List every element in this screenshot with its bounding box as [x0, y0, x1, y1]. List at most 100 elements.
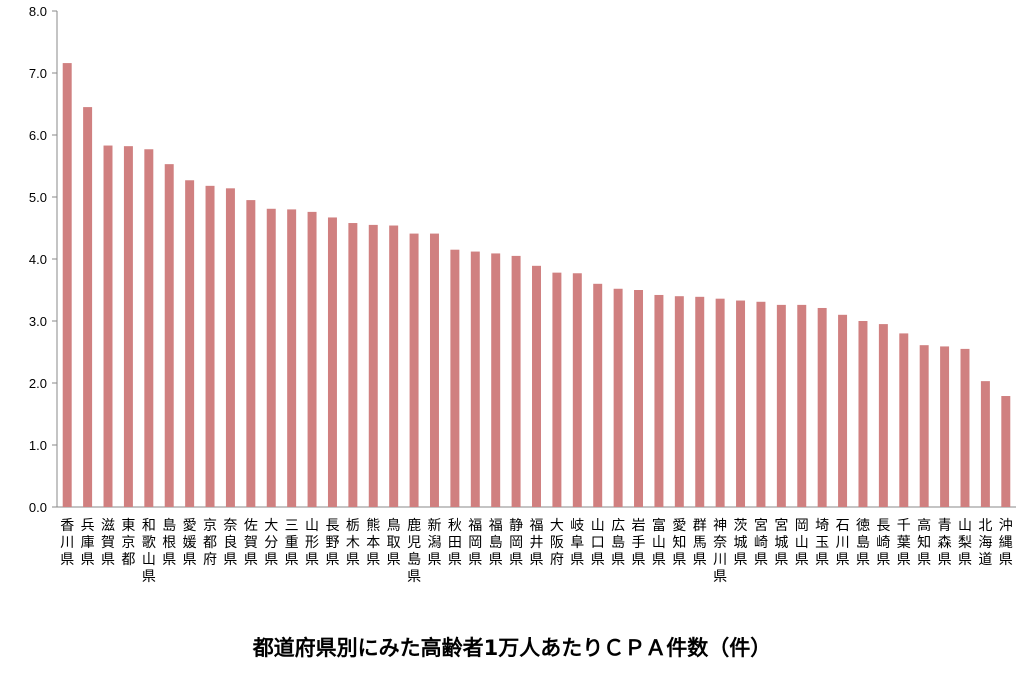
bar — [572, 273, 582, 507]
bar — [715, 298, 725, 507]
y-tick-label: 8.0 — [29, 4, 47, 19]
x-tick-label: 青森県 — [938, 518, 952, 568]
x-tick-label: 宮城県 — [774, 518, 788, 568]
x-tick-label: 茨城県 — [734, 518, 748, 568]
bar — [654, 294, 664, 507]
y-tick-label: 1.0 — [29, 438, 47, 453]
bar — [389, 225, 399, 507]
x-tick-label: 島根県 — [162, 518, 176, 568]
x-tick-label: 富山県 — [652, 517, 666, 568]
bar — [103, 145, 113, 508]
bar — [327, 217, 337, 507]
x-tick-label: 山梨県 — [958, 518, 972, 568]
x-tick-label: 静岡県 — [509, 518, 523, 568]
bar — [919, 345, 929, 507]
x-tick-label: 秋田県 — [448, 518, 462, 568]
x-tick-label: 神奈川県 — [713, 518, 727, 585]
bar — [776, 304, 786, 507]
bar — [164, 164, 174, 507]
bar — [858, 321, 868, 507]
bar — [674, 296, 684, 507]
bar — [62, 63, 72, 508]
x-tick-label: 岐阜県 — [570, 518, 584, 568]
bar — [817, 307, 827, 507]
bar — [634, 290, 644, 507]
x-tick-label: 東京都 — [121, 518, 135, 568]
bar — [409, 233, 419, 507]
x-tick-label: 大阪府 — [550, 518, 564, 568]
x-tick-label: 和歌山県 — [142, 518, 156, 585]
bars — [62, 63, 1011, 508]
x-tick-label: 奈良県 — [223, 518, 237, 568]
y-axis: 0.0 1.0 2.0 3.0 4.0 5.0 6.0 7.0 8.0 — [29, 4, 1016, 515]
bar — [511, 255, 521, 507]
x-tick-label: 山形県 — [305, 518, 319, 568]
x-tick-label: 鳥取県 — [387, 518, 401, 568]
y-tick-label: 6.0 — [29, 128, 47, 143]
x-tick-label: 徳島県 — [856, 518, 870, 568]
bar — [225, 188, 235, 507]
x-tick-label: 福岡県 — [468, 518, 482, 568]
x-tick-label: 宮崎県 — [754, 518, 768, 568]
x-tick-label: 兵庫県 — [81, 518, 95, 568]
x-tick-label: 新潟県 — [427, 518, 441, 568]
bar — [348, 223, 358, 508]
bar — [368, 224, 378, 507]
bar — [736, 300, 746, 507]
bar — [429, 233, 439, 507]
x-tick-label: 香川県 — [60, 518, 74, 568]
x-tick-label: 愛知県 — [672, 518, 686, 568]
bar — [491, 253, 501, 507]
bar — [756, 301, 766, 507]
x-tick-label: 北海道 — [978, 518, 992, 568]
bar — [1001, 396, 1011, 507]
x-axis-labels: 香川県兵庫県滋賀県東京都和歌山県島根県愛媛県京都府奈良県佐賀県大分県三重県山形県… — [60, 517, 1013, 585]
x-tick-label: 長野県 — [325, 518, 339, 568]
x-tick-label: 沖縄県 — [999, 518, 1013, 568]
bar — [144, 149, 154, 507]
y-tick-label: 2.0 — [29, 376, 47, 391]
x-tick-label: 大分県 — [264, 518, 278, 568]
x-tick-label: 広島県 — [611, 518, 625, 568]
bar — [980, 381, 990, 507]
bar — [185, 180, 195, 507]
x-tick-label: 滋賀県 — [101, 518, 115, 568]
x-tick-label: 埼玉県 — [815, 518, 829, 568]
x-tick-label: 群馬県 — [693, 518, 707, 568]
x-tick-label: 長崎県 — [876, 518, 890, 568]
y-tick-label: 5.0 — [29, 190, 47, 205]
bar — [287, 209, 297, 507]
y-tick-label: 0.0 — [29, 500, 47, 515]
bar — [797, 304, 807, 507]
bar — [878, 324, 888, 507]
bar — [83, 107, 93, 507]
bar — [960, 348, 970, 507]
bar — [838, 314, 848, 507]
chart-title: 都道府県別にみた高齢者1万人あたりＣＰＡ件数（件） — [252, 636, 772, 660]
x-tick-label: 佐賀県 — [244, 518, 258, 568]
bar — [266, 208, 276, 507]
bar — [899, 333, 909, 507]
x-tick-label: 岩手県 — [632, 518, 646, 568]
y-tick-label: 3.0 — [29, 314, 47, 329]
x-tick-label: 熊本県 — [366, 518, 380, 568]
y-tick-label: 4.0 — [29, 252, 47, 267]
bar — [450, 249, 460, 507]
x-tick-label: 千葉県 — [897, 518, 911, 568]
bar — [307, 211, 317, 507]
x-tick-label: 石川県 — [836, 518, 850, 568]
x-tick-label: 福井県 — [530, 518, 544, 568]
x-tick-label: 山口県 — [591, 518, 605, 568]
bar — [470, 251, 480, 507]
x-tick-label: 高知県 — [917, 517, 931, 568]
bar — [123, 146, 133, 507]
bar — [613, 288, 623, 507]
x-tick-label: 栃木県 — [346, 518, 360, 568]
bar — [205, 185, 215, 507]
bar — [552, 272, 562, 507]
bar — [246, 200, 256, 507]
y-tick-label: 7.0 — [29, 66, 47, 81]
x-tick-label: 岡山県 — [795, 518, 809, 568]
x-tick-label: 福島県 — [489, 518, 503, 568]
